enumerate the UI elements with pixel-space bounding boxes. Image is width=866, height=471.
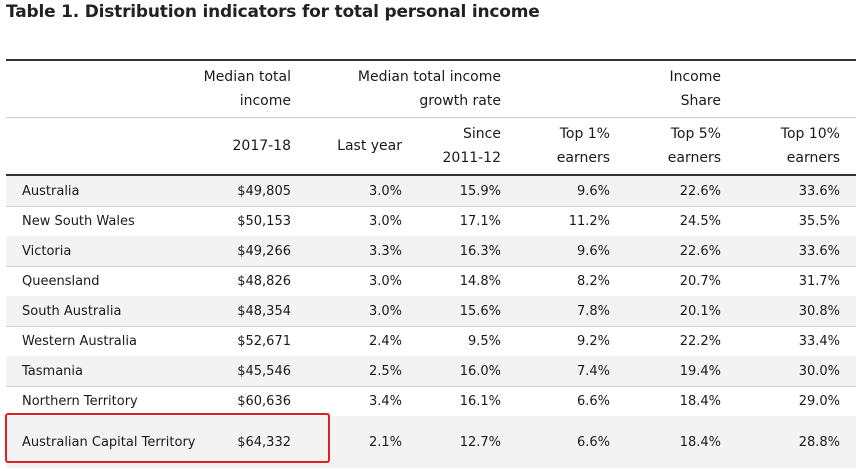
table-row: Western Australia $52,671 2.4% 9.5% 9.2% 22.2… — [6, 326, 856, 357]
table-row: Queensland $48,826 3.0% 14.8% 8.2% 20.7% 31.7% — [6, 266, 856, 297]
column-header-top10: Top 10% earners — [780, 126, 840, 166]
header-growth-rate: Median total income growth rate — [357, 69, 501, 109]
region-name: South Australia — [22, 303, 122, 319]
cell-median: $64,332 — [237, 434, 291, 450]
table-row: Tasmania $45,546 2.5% 16.0% 7.4% 19.4% 30.0% — [6, 356, 856, 387]
cell-since: 16.0% — [459, 363, 501, 379]
cell-median: $49,805 — [237, 183, 291, 199]
cell-median: $45,546 — [237, 363, 291, 379]
cell-last-year: 3.0% — [368, 213, 402, 229]
cell-since: 16.1% — [459, 393, 501, 409]
table-title: Table 1. Distribution indicators for tot… — [6, 2, 540, 22]
region-name: Australia — [22, 183, 80, 199]
cell-last-year: 2.1% — [368, 434, 402, 450]
cell-last-year: 2.5% — [368, 363, 402, 379]
region-name: Tasmania — [22, 363, 83, 379]
cell-last-year: 3.4% — [368, 393, 402, 409]
cell-since: 12.7% — [459, 434, 501, 450]
cell-top1: 7.8% — [576, 303, 610, 319]
column-header-last-year: Last year — [337, 138, 402, 154]
cell-since: 9.5% — [467, 333, 501, 349]
cell-top1: 9.2% — [576, 333, 610, 349]
cell-median: $48,354 — [237, 303, 291, 319]
cell-top10: 28.8% — [798, 434, 840, 450]
column-header-top5: Top 5% earners — [667, 126, 721, 166]
region-name: Queensland — [22, 273, 100, 289]
cell-top10: 35.5% — [798, 213, 840, 229]
cell-median: $60,636 — [237, 393, 291, 409]
table-row: South Australia $48,354 3.0% 15.6% 7.8% 20.1%… — [6, 296, 856, 327]
cell-top5: 22.6% — [679, 183, 721, 199]
table-top-rule — [6, 59, 856, 61]
cell-top10: 29.0% — [798, 393, 840, 409]
cell-since: 15.6% — [459, 303, 501, 319]
cell-top5: 20.7% — [679, 273, 721, 289]
cell-top1: 9.6% — [576, 183, 610, 199]
cell-since: 15.9% — [459, 183, 501, 199]
cell-top1: 6.6% — [576, 393, 610, 409]
cell-top5: 22.2% — [679, 333, 721, 349]
cell-top5: 20.1% — [679, 303, 721, 319]
region-name: Victoria — [22, 243, 72, 259]
cell-top1: 6.6% — [576, 434, 610, 450]
cell-top5: 22.6% — [679, 243, 721, 259]
cell-median: $49,266 — [237, 243, 291, 259]
column-header-top1: Top 1% earners — [556, 126, 610, 166]
cell-top10: 33.6% — [798, 243, 840, 259]
cell-top10: 33.6% — [798, 183, 840, 199]
cell-last-year: 3.0% — [368, 303, 402, 319]
table-row: New South Wales $50,153 3.0% 17.1% 11.2% 24.5… — [6, 206, 856, 237]
cell-last-year: 2.4% — [368, 333, 402, 349]
cell-since: 16.3% — [459, 243, 501, 259]
header-income-share: Income Share — [669, 69, 721, 109]
cell-top1: 11.2% — [568, 213, 610, 229]
cell-last-year: 3.0% — [368, 183, 402, 199]
cell-since: 14.8% — [459, 273, 501, 289]
cell-top5: 24.5% — [679, 213, 721, 229]
cell-top1: 8.2% — [576, 273, 610, 289]
region-name: Northern Territory — [22, 393, 138, 409]
cell-top1: 9.6% — [576, 243, 610, 259]
column-header-since: Since 2011-12 — [442, 126, 502, 166]
header-bottom-rule — [6, 174, 856, 176]
cell-top10: 31.7% — [798, 273, 840, 289]
cell-top10: 30.8% — [798, 303, 840, 319]
header-median-income: Median total income — [203, 69, 291, 109]
highlight-box — [5, 413, 330, 463]
cell-median: $48,826 — [237, 273, 291, 289]
cell-since: 17.1% — [459, 213, 501, 229]
table-row: Victoria $49,266 3.3% 16.3% 9.6% 22.6% 33.6% — [6, 236, 856, 267]
region-name: New South Wales — [22, 213, 135, 229]
region-name: Western Australia — [22, 333, 137, 349]
cell-top5: 18.4% — [679, 393, 721, 409]
cell-top1: 7.4% — [576, 363, 610, 379]
cell-top5: 19.4% — [679, 363, 721, 379]
cell-top5: 18.4% — [679, 434, 721, 450]
cell-median: $52,671 — [237, 333, 291, 349]
cell-last-year: 3.0% — [368, 273, 402, 289]
table-row: Australia $49,805 3.0% 15.9% 9.6% 22.6% 33.6% — [6, 176, 856, 207]
region-name: Australian Capital Territory — [22, 434, 196, 450]
cell-top10: 30.0% — [798, 363, 840, 379]
header-divider — [6, 117, 856, 118]
cell-top10: 33.4% — [798, 333, 840, 349]
cell-median: $50,153 — [237, 213, 291, 229]
cell-last-year: 3.3% — [368, 243, 402, 259]
table-row: Australian Capital Territory $64,332 2.1% 1… — [6, 416, 856, 468]
column-header-2017-18: 2017-18 — [232, 138, 292, 154]
